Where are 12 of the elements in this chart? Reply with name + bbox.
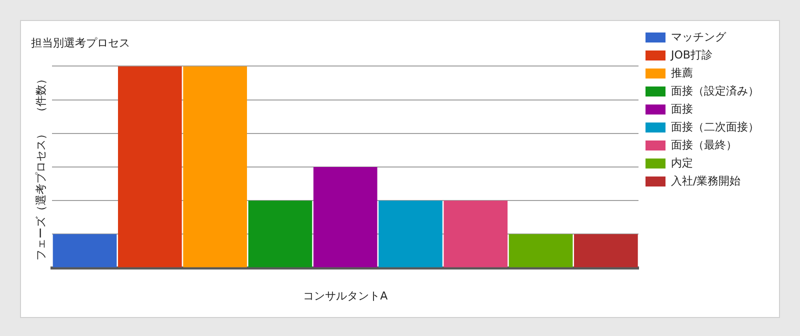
chart-title: 担当別選考プロセス [31, 36, 130, 50]
legend-label: 面接（最終） [671, 138, 737, 152]
legend-label: 面接（二次面接） [671, 120, 759, 134]
legend-label: マッチング [671, 30, 727, 44]
legend-label: 入社/業務開始 [671, 174, 741, 188]
legend-label: 面接（設定済み） [671, 84, 759, 98]
x-axis-title: コンサルタントA [303, 289, 388, 302]
legend-label: JOB打診 [670, 48, 712, 62]
legend-label: 推薦 [671, 66, 693, 80]
legend-label: 内定 [671, 156, 693, 170]
legend-label: 面接 [671, 102, 693, 116]
y-axis-title: フェーズ（選考プロセス） （件数） [34, 74, 48, 260]
